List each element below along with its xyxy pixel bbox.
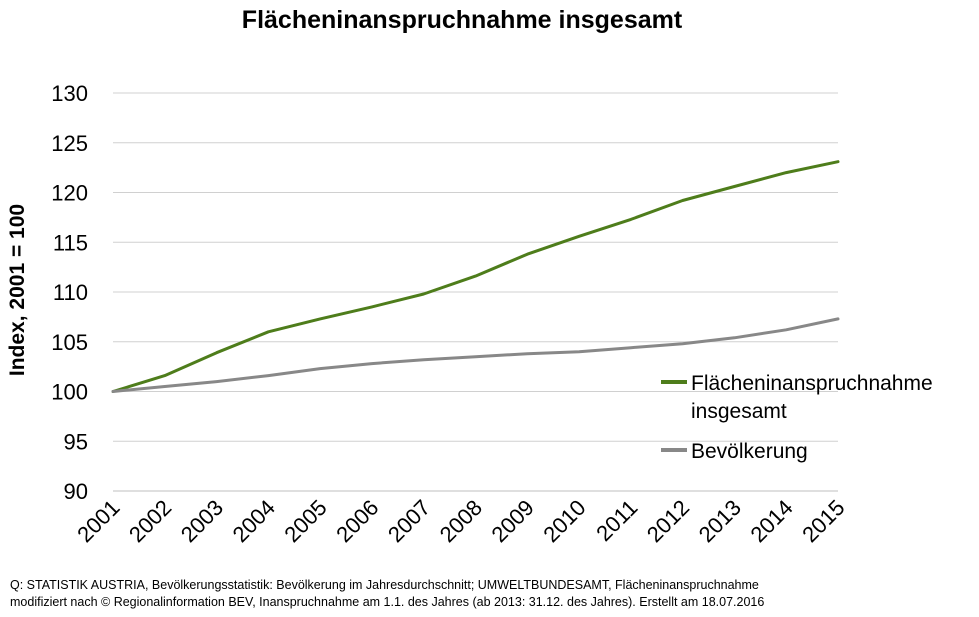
y-tick-label: 90 [64,479,88,504]
gridlines [113,92,838,492]
legend-label-0: insgesamt [691,400,787,423]
x-tick-label: 2015 [797,495,849,547]
y-tick-label: 100 [51,380,88,405]
y-tick-label: 105 [51,330,88,355]
y-tick-label: 130 [51,81,88,106]
y-tick-labels: 90 95 100 105 110 115 120 125 130 [51,81,88,504]
source-note: Q: STATISTIK AUSTRIA, Bevölkerungsstatis… [10,577,970,611]
source-line-1: Q: STATISTIK AUSTRIA, Bevölkerungsstatis… [10,578,759,592]
x-tick-label: 2002 [124,495,176,547]
x-tick-label: 2007 [383,495,435,547]
y-tick-label: 95 [64,429,88,454]
x-tick-labels: 2001 2002 2003 2004 2005 2006 2007 2008 2009 2010… [72,495,849,547]
chart-title: Flächeninanspruchnahme insgesamt [242,6,683,34]
source-line-2: modifiziert nach © Regionalinformation B… [10,595,765,609]
x-tick-label: 2013 [694,495,746,547]
y-axis-label: Index, 2001 = 100 [6,204,29,376]
legend: Flächeninanspruchnahme insgesamt Bevölkeru… [661,372,933,463]
legend-label-1: Bevölkerung [691,440,808,463]
y-tick-label: 125 [51,131,88,156]
y-tick-label: 115 [53,230,88,255]
x-tick-label: 2009 [487,495,539,547]
x-tick-label: 2012 [642,495,694,547]
x-tick-label: 2005 [279,495,331,547]
series-line-1 [111,317,840,393]
x-tick-label: 2011 [591,495,642,546]
series-lines [111,160,840,393]
series-line-0 [111,160,840,393]
x-tick-label: 2003 [176,495,228,547]
x-tick-label: 2004 [228,495,280,547]
x-tick-label: 2006 [331,495,383,547]
x-tick-label: 2008 [435,495,487,547]
x-tick-label: 2014 [745,495,797,547]
y-tick-label: 120 [51,181,88,206]
y-tick-label: 110 [53,280,88,305]
legend-label-0: Flächeninanspruchnahme [691,372,933,395]
x-tick-label: 2010 [538,495,590,547]
